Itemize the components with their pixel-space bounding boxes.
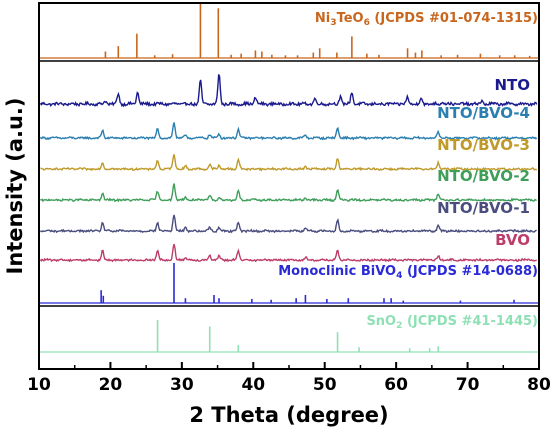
series-label-1: NTO: [494, 76, 530, 94]
x-tick-label: 80: [527, 375, 551, 395]
series-line-5: [39, 214, 537, 234]
series-line-3: [40, 154, 538, 172]
series-label-6: BVO: [495, 231, 530, 249]
reference-label: Ni3TeO6 (JCPDS #01-074-1315): [315, 11, 538, 28]
series-label-5: NTO/BVO-1: [437, 199, 530, 217]
reference-pattern-1: Ni3TeO6 (JCPDS #01-074-1315): [40, 4, 538, 59]
reference-pattern-3: SnO2 (JCPDS #41-1445): [40, 314, 538, 353]
series-label-2: NTO/BVO-4: [437, 104, 530, 122]
x-tick-label: 20: [99, 375, 123, 395]
series-line-2: [39, 122, 538, 141]
x-tick-label: 10: [27, 375, 51, 395]
x-tick-label: 50: [313, 375, 337, 395]
y-axis-label: Intensity (a.u.): [3, 97, 27, 274]
series-line-1: [39, 74, 538, 108]
reference-pattern-2: Monoclinic BiVO4 (JCPDS #14-0688): [40, 263, 538, 304]
x-tick-label: 60: [384, 375, 408, 395]
reference-label: Monoclinic BiVO4 (JCPDS #14-0688): [278, 264, 538, 281]
series-line-6: [39, 243, 537, 263]
x-tick-label: 30: [170, 375, 194, 395]
series-label-4: NTO/BVO-2: [437, 167, 530, 185]
x-tick-label: 70: [456, 375, 480, 395]
series-label-3: NTO/BVO-3: [437, 136, 530, 154]
reference-label: SnO2 (JCPDS #41-1445): [366, 314, 538, 331]
x-tick-label: 40: [241, 375, 265, 395]
x-axis-label: 2 Theta (degree): [189, 403, 388, 427]
series-line-4: [40, 183, 537, 203]
